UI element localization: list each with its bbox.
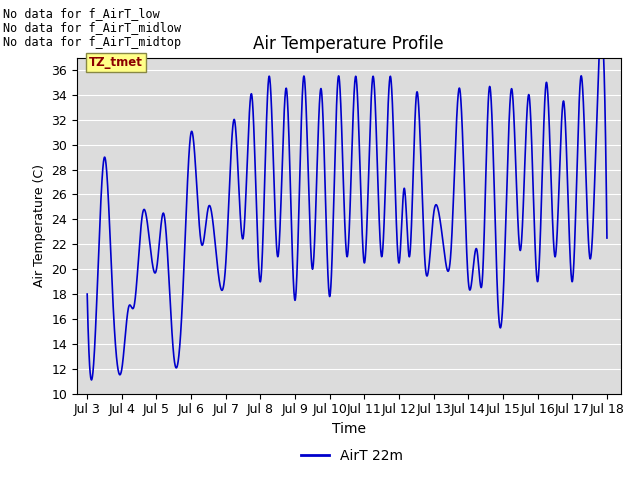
Y-axis label: Air Temperature (C): Air Temperature (C) [33, 164, 45, 287]
Title: Air Temperature Profile: Air Temperature Profile [253, 35, 444, 53]
Text: No data for f_AirT_midtop: No data for f_AirT_midtop [3, 36, 181, 48]
X-axis label: Time: Time [332, 422, 366, 436]
Legend: AirT 22m: AirT 22m [296, 443, 408, 468]
Text: No data for f_AirT_low: No data for f_AirT_low [3, 7, 160, 20]
Text: TZ_tmet: TZ_tmet [89, 56, 143, 69]
Text: No data for f_AirT_midlow: No data for f_AirT_midlow [3, 21, 181, 34]
